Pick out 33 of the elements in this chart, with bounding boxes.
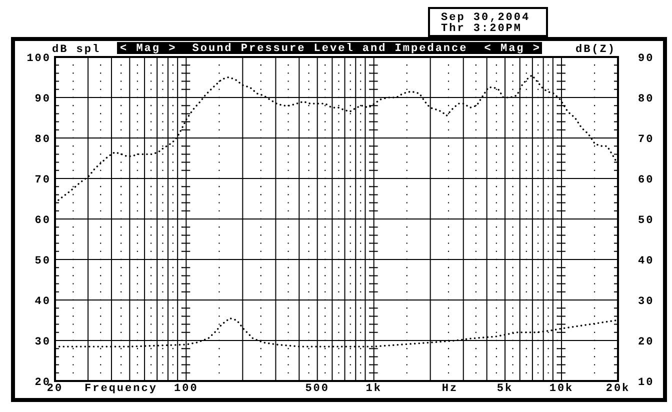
y-tick-label: 100: [26, 52, 51, 65]
text: Thr 3:20PM: [441, 23, 522, 35]
y2-tick-label: 20: [638, 336, 654, 348]
y2-tick-label: 10: [638, 376, 654, 389]
y-tick-label: 60: [34, 214, 51, 227]
x-tick-label: 100: [174, 383, 198, 395]
x-tick-label: 5k: [496, 383, 514, 395]
y-tick-label: 70: [34, 174, 51, 186]
x-axis-title: Frequency: [84, 383, 158, 395]
x-tick-label: 500: [305, 383, 330, 395]
text: Hz: [442, 383, 458, 395]
y-tick-label: 40: [34, 296, 51, 308]
text: Sep 30,2004: [441, 12, 530, 24]
y2-tick-label: 80: [638, 93, 654, 106]
y2-tick-label: 30: [638, 296, 654, 308]
text: < Mag >: [120, 43, 177, 55]
y2-tick-label: 60: [638, 174, 654, 186]
y2-tick-label: 40: [638, 255, 654, 268]
x-tick-label: 20: [46, 383, 64, 395]
y2-axis-title: dB(Z): [575, 44, 616, 56]
x-tick-label: 20k: [606, 383, 630, 395]
text: < Mag >: [484, 43, 541, 55]
y2-tick-label: 90: [638, 52, 654, 65]
y-axis-title: dB spl: [52, 44, 101, 56]
y-tick-label: 90: [34, 93, 51, 106]
y2-tick-label: 50: [638, 214, 654, 227]
x-tick-label: 1k: [366, 383, 382, 395]
y-tick-label: 50: [34, 255, 51, 268]
y2-tick-label: 70: [638, 134, 654, 146]
y-tick-label: 30: [34, 336, 51, 348]
x-tick-label: 10k: [549, 383, 574, 395]
y-tick-label: 80: [34, 134, 51, 146]
chart-title: Sound Pressure Level and Impedance: [192, 43, 468, 55]
